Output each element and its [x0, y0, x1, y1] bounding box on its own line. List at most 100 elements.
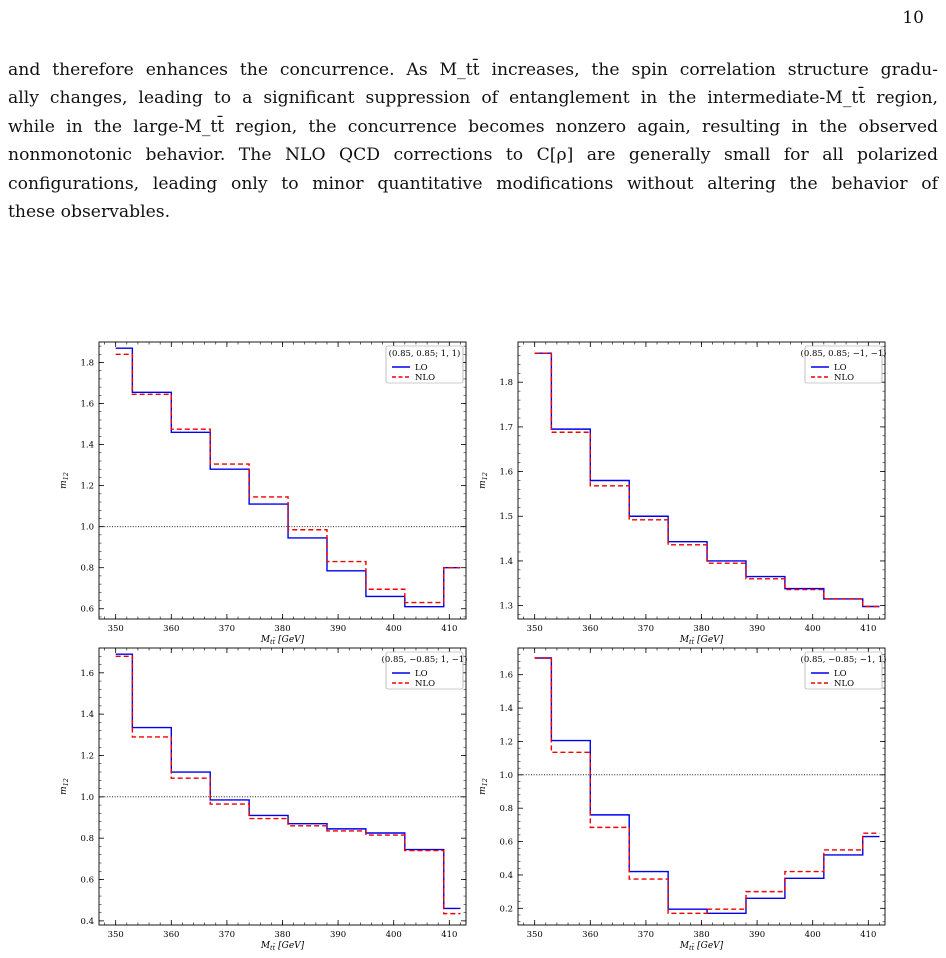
- x-tick-label: 410: [441, 624, 457, 634]
- paragraph-line: and therefore enhances the concurrence. …: [8, 60, 938, 80]
- legend-nlo-label: NLO: [834, 373, 854, 383]
- y-tick-label: 1.0: [499, 771, 513, 781]
- legend-lo-label: LO: [415, 363, 428, 373]
- nlo-step-line: [115, 655, 461, 915]
- plot-panel-top-left: 350 360 370 380 390 400 410 0.6 0.8 1.0 1.2 1.4 1.6 1…: [59, 341, 467, 646]
- y-tick-label: 0.8: [80, 834, 94, 844]
- y-axis-label: m12: [59, 778, 70, 795]
- y-tick-label: 0.6: [80, 605, 94, 615]
- legend-lo-label: LO: [415, 669, 428, 679]
- y-tick-label: 0.6: [80, 876, 94, 886]
- x-tick-label: 390: [330, 624, 346, 634]
- x-axis-label: Mtt̄ [GeV]: [679, 635, 724, 646]
- y-tick-label: 1.6: [499, 468, 513, 478]
- y-tick-label: 1.4: [80, 710, 94, 720]
- x-tick-label: 390: [749, 930, 765, 940]
- x-tick-label: 410: [860, 930, 876, 940]
- x-tick-label: 380: [693, 624, 709, 634]
- y-tick-label: 0.2: [499, 904, 513, 914]
- x-tick-label: 370: [638, 930, 654, 940]
- legend-box: [804, 345, 883, 384]
- x-tick-label: 370: [638, 624, 654, 634]
- legend-box: [804, 651, 883, 690]
- x-tick-label: 380: [274, 624, 290, 634]
- x-axis-label: Mtt̄ [GeV]: [679, 941, 724, 952]
- y-tick-label: 1.6: [80, 669, 94, 679]
- plot-frame: [98, 341, 467, 620]
- y-tick-label: 1.3: [499, 602, 513, 612]
- page-number: 10: [902, 8, 924, 28]
- x-tick-label: 350: [527, 624, 543, 634]
- y-tick-label: 0.4: [80, 917, 94, 927]
- x-tick-label: 400: [805, 624, 821, 634]
- y-axis-label: m12: [478, 472, 489, 489]
- legend-lo-label: LO: [834, 363, 847, 373]
- y-tick-label: 1.7: [499, 423, 513, 433]
- x-tick-label: 410: [441, 930, 457, 940]
- paragraph-line: these observables.: [8, 202, 171, 223]
- body-paragraph: and therefore enhances the concurrence. …: [8, 56, 938, 226]
- x-tick-label: 350: [527, 930, 543, 940]
- y-tick-label: 1.0: [80, 523, 94, 533]
- y-tick-label: 1.8: [80, 359, 94, 369]
- lo-step-line: [115, 653, 461, 910]
- x-axis-label: Mtt̄ [GeV]: [260, 635, 305, 646]
- plot-panel-top-right: 350 360 370 380 390 400 410 1.3 1.4 1.5 1.6 1.7 1.8 (…: [478, 341, 887, 646]
- x-tick-label: 360: [163, 624, 179, 634]
- paragraph-line: configurations, leading only to minor qu…: [8, 173, 938, 194]
- x-tick-label: 410: [860, 624, 876, 634]
- legend-title: (0.85, 0.85; −1, −1): [801, 348, 887, 359]
- legend-lo-label: LO: [834, 669, 847, 679]
- x-tick-label: 390: [749, 624, 765, 634]
- y-tick-label: 0.8: [80, 564, 94, 574]
- legend-box: [385, 345, 464, 384]
- x-tick-label: 360: [163, 930, 179, 940]
- x-tick-label: 400: [805, 930, 821, 940]
- x-axis-label: Mtt̄ [GeV]: [260, 941, 305, 952]
- paragraph-line: nonmonotonic behavior. The NLO QCD corre…: [8, 145, 938, 166]
- legend-nlo-label: NLO: [415, 373, 435, 383]
- plot-frame: [98, 647, 467, 926]
- y-tick-label: 1.2: [80, 482, 94, 492]
- y-tick-label: 1.6: [80, 400, 94, 410]
- y-tick-label: 1.4: [80, 441, 94, 451]
- y-axis-label: m12: [59, 472, 70, 489]
- y-tick-label: 0.6: [499, 838, 513, 848]
- legend-title: (0.85, 0.85; 1, 1): [389, 348, 461, 359]
- y-axis-label: m12: [478, 778, 489, 795]
- y-tick-label: 1.2: [499, 737, 513, 747]
- x-tick-label: 370: [219, 930, 235, 940]
- plot-frame: [517, 647, 886, 926]
- y-tick-label: 1.6: [499, 671, 513, 681]
- plot-frame: [517, 341, 886, 620]
- y-tick-label: 1.4: [499, 704, 513, 714]
- x-tick-label: 400: [386, 624, 402, 634]
- x-tick-label: 400: [386, 930, 402, 940]
- legend-title: (0.85, −0.85; 1, −1): [382, 654, 468, 665]
- x-tick-label: 370: [219, 624, 235, 634]
- paragraph-line: ally changes, leading to a significant s…: [8, 88, 938, 109]
- y-tick-label: 1.4: [499, 557, 513, 567]
- x-tick-label: 380: [274, 930, 290, 940]
- x-tick-label: 360: [582, 624, 598, 634]
- x-tick-label: 360: [582, 930, 598, 940]
- lo-step-line: [534, 352, 880, 608]
- y-tick-label: 0.4: [499, 871, 513, 881]
- y-tick-label: 1.0: [80, 793, 94, 803]
- plot-panel-bottom-right: 350 360 370 380 390 400 410 0.2 0.4 0.6 0.8 1.0 1.2 1…: [478, 647, 886, 952]
- x-tick-label: 350: [108, 624, 124, 634]
- paragraph-line: while in the large-M_tt̄ region, the con…: [8, 116, 938, 137]
- y-tick-label: 1.8: [499, 378, 513, 388]
- y-tick-label: 0.8: [499, 804, 513, 814]
- legend-nlo-label: NLO: [834, 679, 854, 689]
- y-tick-label: 1.5: [499, 512, 513, 522]
- x-tick-label: 380: [693, 930, 709, 940]
- lo-step-line: [534, 657, 880, 915]
- plot-panel-bottom-left: 350 360 370 380 390 400 410 0.4 0.6 0.8 1.0 1.2 1.4 1…: [59, 647, 468, 952]
- y-tick-label: 1.2: [80, 751, 94, 761]
- nlo-step-line: [115, 353, 461, 604]
- legend-nlo-label: NLO: [415, 679, 435, 689]
- x-tick-label: 350: [108, 930, 124, 940]
- nlo-step-line: [534, 352, 880, 608]
- legend-box: [385, 651, 464, 690]
